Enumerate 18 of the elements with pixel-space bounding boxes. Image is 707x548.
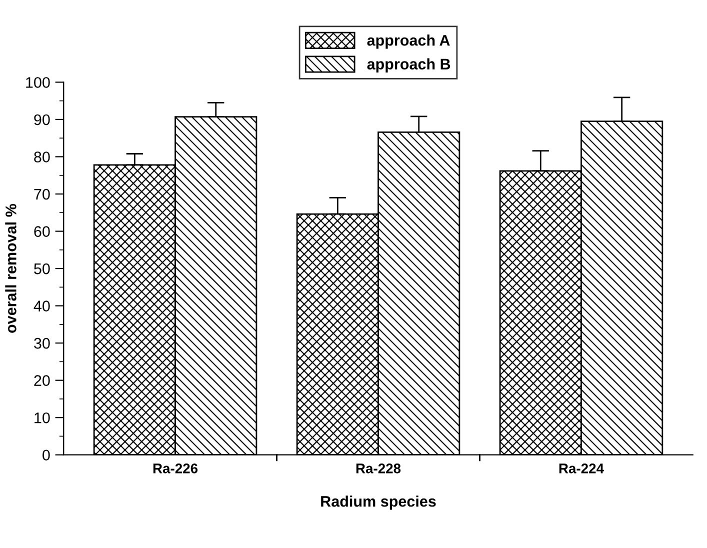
legend-label: approach A xyxy=(367,34,450,49)
y-tick-label: 30 xyxy=(34,338,50,349)
y-tick-label: 90 xyxy=(34,114,50,126)
y-tick-label: 60 xyxy=(34,226,50,237)
y-tick-label: 50 xyxy=(34,263,50,274)
y-tick-label: 0 xyxy=(42,450,50,461)
x-axis-title: Radium species xyxy=(321,496,436,510)
y-tick-label: 80 xyxy=(34,152,50,162)
y-tick-label: 10 xyxy=(34,412,50,424)
y-tick-label: 100 xyxy=(26,77,50,88)
y-tick-label: 40 xyxy=(34,300,50,312)
legend-label: approach B xyxy=(367,58,450,73)
y-axis-title: overall removal % xyxy=(5,204,16,333)
x-tick-label: Ra-228 xyxy=(356,464,401,474)
y-tick-label: 70 xyxy=(34,188,50,200)
x-tick-label: Ra-226 xyxy=(153,464,198,474)
x-tick-label: Ra-224 xyxy=(559,464,604,474)
y-tick-label: 20 xyxy=(34,375,50,386)
